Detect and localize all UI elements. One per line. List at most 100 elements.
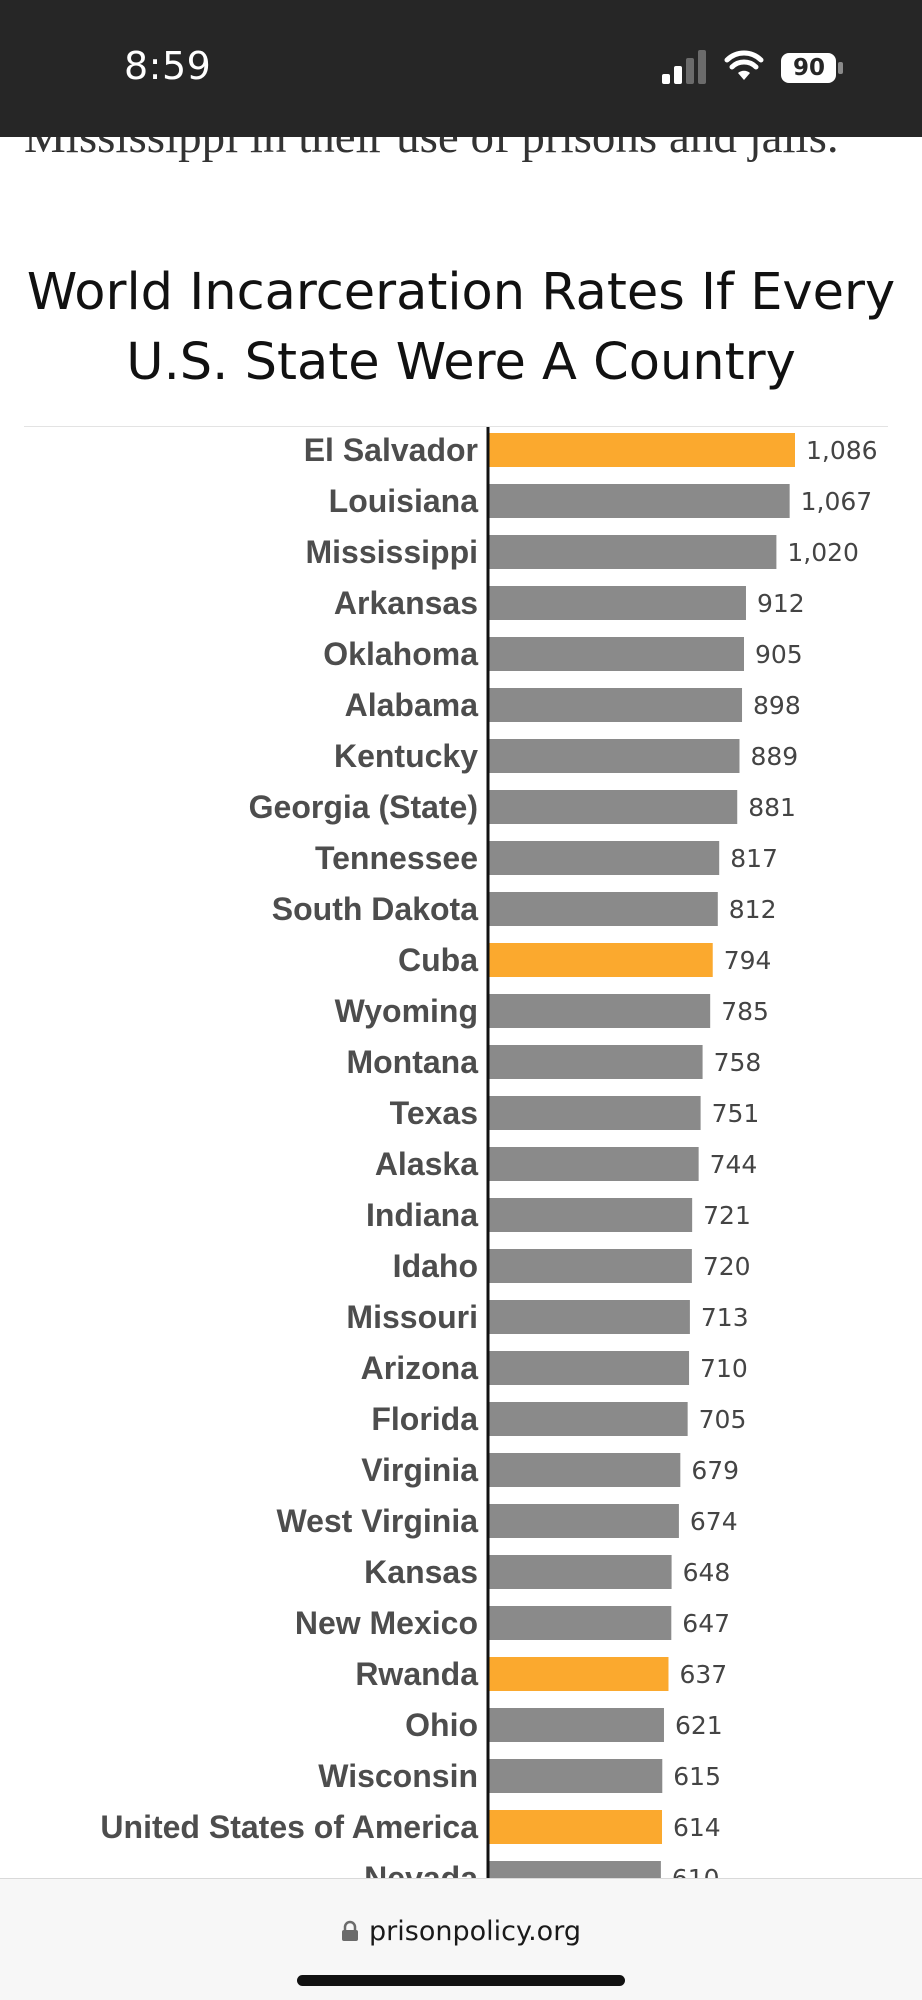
value-label-el-salvador: 1,086 bbox=[806, 436, 878, 465]
category-label-tennessee: Tennessee bbox=[315, 840, 478, 876]
bar-wyoming bbox=[489, 994, 711, 1028]
category-label-kansas: Kansas bbox=[364, 1554, 478, 1590]
category-label-kentucky: Kentucky bbox=[334, 738, 478, 774]
value-label-georgia-state: 881 bbox=[748, 793, 796, 822]
value-label-west-virginia: 674 bbox=[690, 1507, 738, 1536]
bar-rwanda bbox=[489, 1657, 669, 1691]
cellular-signal-icon bbox=[662, 50, 706, 84]
value-label-indiana: 721 bbox=[703, 1201, 751, 1230]
category-label-arkansas: Arkansas bbox=[334, 585, 478, 621]
url-display[interactable]: prisonpolicy.org bbox=[0, 1909, 922, 1953]
value-label-alaska: 744 bbox=[710, 1150, 758, 1179]
value-label-alabama: 898 bbox=[753, 691, 801, 720]
category-label-ohio: Ohio bbox=[405, 1707, 478, 1743]
value-label-cuba: 794 bbox=[724, 946, 772, 975]
value-label-virginia: 679 bbox=[691, 1456, 739, 1485]
wifi-icon bbox=[724, 50, 764, 80]
category-label-new-mexico: New Mexico bbox=[295, 1605, 478, 1641]
value-label-missouri: 713 bbox=[701, 1303, 749, 1332]
category-label-alaska: Alaska bbox=[375, 1146, 478, 1182]
home-indicator[interactable] bbox=[297, 1975, 625, 1986]
title-divider bbox=[24, 426, 888, 427]
category-label-wyoming: Wyoming bbox=[335, 993, 478, 1029]
value-label-tennessee: 817 bbox=[730, 844, 778, 873]
value-label-texas: 751 bbox=[712, 1099, 760, 1128]
category-label-texas: Texas bbox=[390, 1095, 478, 1131]
bar-new-mexico bbox=[489, 1606, 672, 1640]
value-label-kentucky: 889 bbox=[750, 742, 798, 771]
value-label-wyoming: 785 bbox=[721, 997, 769, 1026]
bar-idaho bbox=[489, 1249, 692, 1283]
status-time: 8:59 bbox=[124, 44, 212, 88]
bar-south-dakota bbox=[489, 892, 718, 926]
category-label-rwanda: Rwanda bbox=[355, 1656, 478, 1692]
bar-ohio bbox=[489, 1708, 664, 1742]
value-label-new-mexico: 647 bbox=[682, 1609, 730, 1638]
category-label-el-salvador: El Salvador bbox=[304, 432, 478, 468]
bar-florida bbox=[489, 1402, 688, 1436]
bar-arkansas bbox=[489, 586, 746, 620]
category-label-united-states-of-america: United States of America bbox=[100, 1809, 478, 1845]
category-label-arizona: Arizona bbox=[361, 1350, 479, 1386]
bar-indiana bbox=[489, 1198, 693, 1232]
battery-icon bbox=[781, 53, 843, 83]
value-label-ohio: 621 bbox=[675, 1711, 723, 1740]
category-label-mississippi: Mississippi bbox=[306, 534, 479, 570]
value-label-idaho: 720 bbox=[703, 1252, 751, 1281]
value-label-montana: 758 bbox=[714, 1048, 762, 1077]
category-label-montana: Montana bbox=[346, 1044, 478, 1080]
value-label-arkansas: 912 bbox=[757, 589, 805, 618]
battery-level: 90 bbox=[792, 55, 825, 81]
bar-kansas bbox=[489, 1555, 672, 1589]
category-label-oklahoma: Oklahoma bbox=[323, 636, 478, 672]
bar-united-states-of-america bbox=[489, 1810, 663, 1844]
bar-west-virginia bbox=[489, 1504, 679, 1538]
value-label-oklahoma: 905 bbox=[755, 640, 803, 669]
url-text[interactable]: prisonpolicy.org bbox=[369, 1915, 581, 1947]
bar-chart: El Salvador 1,086 Louisiana 1,067 Mississipp… bbox=[100, 427, 878, 1878]
category-label-south-dakota: South Dakota bbox=[272, 891, 478, 927]
value-label-wisconsin: 615 bbox=[673, 1762, 721, 1791]
category-label-west-virginia: West Virginia bbox=[276, 1503, 478, 1539]
value-label-louisiana: 1,067 bbox=[801, 487, 873, 516]
category-label-indiana: Indiana bbox=[366, 1197, 478, 1233]
category-label-idaho: Idaho bbox=[393, 1248, 478, 1284]
bar-virginia bbox=[489, 1453, 681, 1487]
bar-kentucky bbox=[489, 739, 740, 773]
browser-url-bar[interactable]: prisonpolicy.org bbox=[0, 1878, 922, 2000]
category-label-missouri: Missouri bbox=[346, 1299, 478, 1335]
value-label-florida: 705 bbox=[699, 1405, 747, 1434]
bar-cuba bbox=[489, 943, 713, 977]
bar-arizona bbox=[489, 1351, 690, 1385]
bar-montana bbox=[489, 1045, 703, 1079]
value-label-kansas: 648 bbox=[683, 1558, 731, 1587]
category-label-louisiana: Louisiana bbox=[329, 483, 479, 519]
bar-nevada bbox=[489, 1861, 661, 1878]
category-label-alabama: Alabama bbox=[345, 687, 479, 723]
chart-title: World Incarceration Rates If Every U.S. … bbox=[0, 258, 922, 398]
value-label-arizona: 710 bbox=[700, 1354, 748, 1383]
category-label-cuba: Cuba bbox=[398, 942, 478, 978]
bar-louisiana bbox=[489, 484, 790, 518]
category-label-nevada: Nevada bbox=[364, 1860, 478, 1878]
bar-georgia-state bbox=[489, 790, 738, 824]
bar-oklahoma bbox=[489, 637, 744, 671]
bar-mississippi bbox=[489, 535, 777, 569]
bar-el-salvador bbox=[489, 433, 795, 467]
bar-texas bbox=[489, 1096, 701, 1130]
status-bar: 8:59 90 bbox=[0, 0, 922, 137]
bar-wisconsin bbox=[489, 1759, 663, 1793]
bar-alaska bbox=[489, 1147, 699, 1181]
category-label-virginia: Virginia bbox=[361, 1452, 478, 1488]
bar-alabama bbox=[489, 688, 743, 722]
value-label-nevada: 610 bbox=[672, 1864, 720, 1878]
value-label-rwanda: 637 bbox=[679, 1660, 727, 1689]
value-label-south-dakota: 812 bbox=[729, 895, 777, 924]
chart-title-line-2: U.S. State Were A Country bbox=[126, 333, 796, 392]
category-label-florida: Florida bbox=[371, 1401, 478, 1437]
bar-tennessee bbox=[489, 841, 720, 875]
category-label-georgia-state: Georgia (State) bbox=[249, 789, 478, 825]
category-label-wisconsin: Wisconsin bbox=[318, 1758, 478, 1794]
lock-icon bbox=[342, 1920, 359, 1941]
bar-missouri bbox=[489, 1300, 690, 1334]
